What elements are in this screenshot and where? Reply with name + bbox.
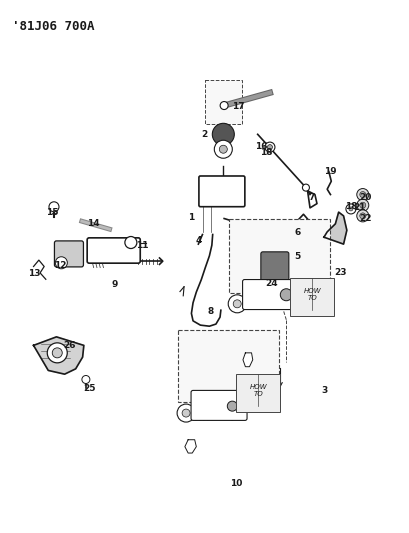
FancyBboxPatch shape xyxy=(87,238,140,263)
Circle shape xyxy=(233,300,241,308)
Text: 6: 6 xyxy=(294,229,301,237)
Circle shape xyxy=(47,343,67,363)
Circle shape xyxy=(360,213,366,219)
FancyBboxPatch shape xyxy=(204,80,242,124)
Circle shape xyxy=(360,202,366,208)
Text: 5: 5 xyxy=(294,253,301,261)
Circle shape xyxy=(357,210,369,222)
Text: 11: 11 xyxy=(136,241,148,249)
Text: 20: 20 xyxy=(359,193,371,201)
FancyBboxPatch shape xyxy=(261,252,289,284)
Text: 9: 9 xyxy=(111,280,118,289)
Text: 7: 7 xyxy=(308,193,315,201)
Circle shape xyxy=(227,401,237,411)
Text: HOW
TO: HOW TO xyxy=(249,384,267,397)
Circle shape xyxy=(265,142,275,152)
Circle shape xyxy=(349,207,353,211)
Circle shape xyxy=(212,123,234,146)
Text: 17: 17 xyxy=(232,102,244,111)
Text: 15: 15 xyxy=(46,208,58,216)
Text: 24: 24 xyxy=(266,279,278,288)
Circle shape xyxy=(182,409,190,417)
Text: 18: 18 xyxy=(260,148,272,157)
Text: '81J06 700A: '81J06 700A xyxy=(12,20,94,33)
Circle shape xyxy=(228,295,246,313)
Circle shape xyxy=(357,199,369,211)
Circle shape xyxy=(52,348,62,358)
Circle shape xyxy=(125,237,137,248)
Text: 12: 12 xyxy=(54,261,67,270)
Circle shape xyxy=(55,257,67,269)
Text: 1: 1 xyxy=(188,213,195,222)
Text: 19: 19 xyxy=(324,167,337,176)
Polygon shape xyxy=(324,212,347,244)
Polygon shape xyxy=(185,440,196,453)
FancyBboxPatch shape xyxy=(191,390,247,421)
Text: 23: 23 xyxy=(334,269,346,277)
FancyBboxPatch shape xyxy=(290,278,335,316)
Text: 2: 2 xyxy=(201,130,208,139)
Polygon shape xyxy=(34,337,84,374)
Text: 22: 22 xyxy=(359,214,371,223)
Circle shape xyxy=(177,404,195,422)
Text: 10: 10 xyxy=(230,480,242,488)
Text: 26: 26 xyxy=(63,341,76,350)
Polygon shape xyxy=(243,353,253,367)
FancyBboxPatch shape xyxy=(243,279,299,310)
FancyBboxPatch shape xyxy=(178,330,279,402)
Text: 16: 16 xyxy=(256,142,268,150)
Text: 4: 4 xyxy=(196,237,202,245)
FancyBboxPatch shape xyxy=(199,176,245,207)
Circle shape xyxy=(214,140,232,158)
FancyBboxPatch shape xyxy=(54,241,83,267)
Circle shape xyxy=(49,202,59,212)
Text: 8: 8 xyxy=(207,308,214,316)
Circle shape xyxy=(82,375,90,384)
Text: 25: 25 xyxy=(83,384,95,392)
Text: 14: 14 xyxy=(87,219,99,228)
Circle shape xyxy=(346,204,356,214)
Text: 21: 21 xyxy=(353,204,365,212)
FancyBboxPatch shape xyxy=(236,374,281,412)
Circle shape xyxy=(302,184,310,191)
Circle shape xyxy=(280,289,292,301)
Text: 18: 18 xyxy=(345,203,357,211)
Circle shape xyxy=(220,101,228,110)
Circle shape xyxy=(360,191,366,198)
Text: 3: 3 xyxy=(321,386,328,394)
Text: HOW
TO: HOW TO xyxy=(303,288,321,301)
Circle shape xyxy=(267,144,272,150)
Circle shape xyxy=(357,189,369,200)
Circle shape xyxy=(219,145,227,154)
Text: 13: 13 xyxy=(29,269,41,278)
FancyBboxPatch shape xyxy=(229,219,330,293)
